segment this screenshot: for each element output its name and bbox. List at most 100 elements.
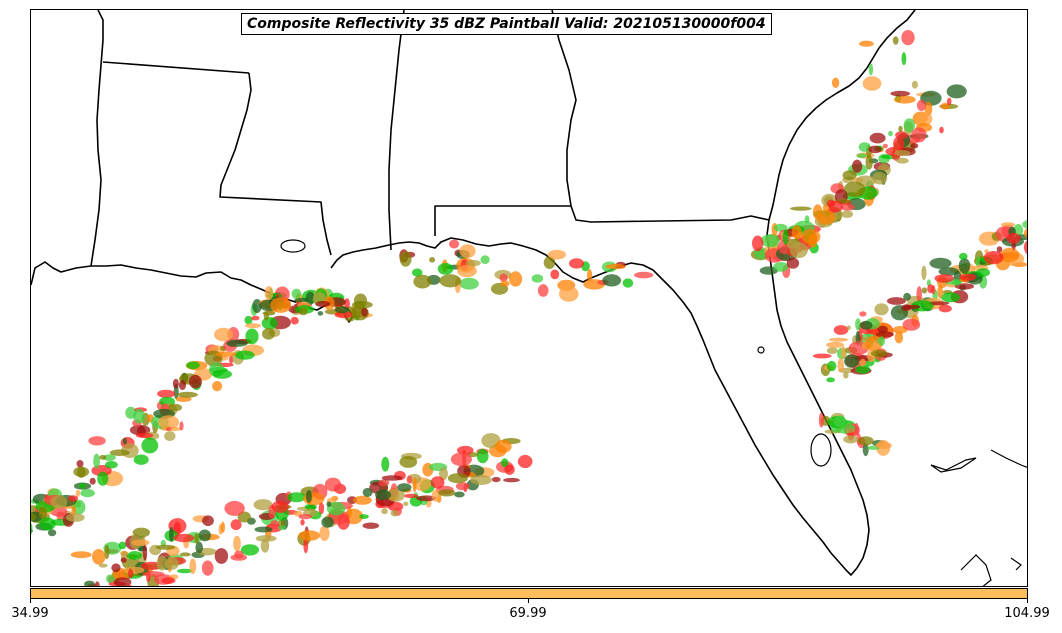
- paintball-blob: [996, 246, 1003, 253]
- paintball-blob: [321, 516, 334, 528]
- paintball-blob: [916, 99, 927, 111]
- paintball-blob: [1023, 228, 1027, 239]
- paintball-blob: [927, 284, 934, 294]
- paintball-blob: [875, 331, 894, 338]
- paintball-blob: [173, 533, 194, 543]
- paintball-blob: [215, 351, 237, 357]
- paintball-blob: [903, 118, 915, 133]
- paintball-blob: [939, 126, 944, 134]
- paintball-blob: [305, 490, 312, 503]
- paintball-blob: [865, 155, 873, 170]
- paintball-blob: [155, 544, 176, 550]
- paintball-blob: [214, 327, 234, 342]
- paintball-blob: [826, 377, 835, 383]
- paintball-blob: [287, 492, 306, 503]
- paintball-blob: [902, 318, 921, 331]
- paintball-blob: [167, 403, 183, 412]
- paintball-blob: [898, 125, 903, 133]
- paintball-blob: [403, 493, 418, 498]
- paintball-blob: [457, 264, 477, 278]
- paintball-blob: [531, 274, 544, 283]
- paintball-blob: [120, 557, 127, 563]
- paintball-blob: [251, 315, 260, 321]
- paintball-blob: [65, 513, 85, 522]
- paintball-blob: [890, 90, 910, 97]
- paintball-blob: [77, 501, 81, 508]
- paintball-blob: [353, 495, 372, 505]
- paintball-blob: [230, 519, 242, 531]
- paintball-blob: [938, 304, 952, 313]
- paintball-blob: [84, 580, 95, 586]
- paintball-blob: [892, 36, 899, 45]
- paintball-blob: [903, 304, 921, 310]
- paintball-blob: [844, 354, 859, 368]
- paintball-blob: [430, 476, 445, 489]
- paintball-blob: [465, 259, 481, 267]
- paintball-blob: [188, 374, 202, 389]
- paintball-blob: [911, 127, 927, 143]
- paintball-blob: [260, 538, 270, 553]
- paintball-blob: [547, 249, 567, 260]
- paintball-blob: [872, 171, 888, 185]
- paintball-blob: [235, 350, 255, 360]
- paintball-blob: [264, 286, 274, 300]
- paintball-blob: [244, 315, 253, 325]
- paintball-blob: [240, 544, 259, 556]
- paintball-blob: [104, 544, 110, 560]
- paintball-blob: [893, 95, 916, 104]
- paintball-blob: [759, 266, 778, 275]
- paintball-blob: [179, 552, 191, 557]
- state-line-ms-al: [388, 10, 405, 251]
- paintball-blob: [294, 297, 309, 303]
- paintball-blob: [1000, 247, 1020, 263]
- paintball-blob: [362, 487, 373, 497]
- paintball-blob: [517, 454, 533, 469]
- paintball-blob: [212, 381, 223, 392]
- paintball-blob: [959, 273, 977, 281]
- paintball-blob: [99, 455, 107, 460]
- paintball-blob: [361, 307, 368, 317]
- paintball-blob: [177, 568, 193, 574]
- paintball-blob: [509, 271, 523, 287]
- paintball-blob: [840, 203, 855, 211]
- paintball-blob: [858, 436, 874, 446]
- paintball-blob: [270, 520, 279, 530]
- paintball-blob: [132, 527, 150, 538]
- paintball-blob: [315, 300, 331, 308]
- paintball-blob: [901, 52, 907, 66]
- paintball-blob: [816, 210, 836, 225]
- colorbar: [30, 588, 1028, 599]
- paintball-blob: [165, 557, 179, 570]
- paintball-blob: [290, 316, 299, 325]
- paintball-blob: [854, 422, 859, 436]
- paintball-blob: [868, 145, 882, 154]
- paintball-blob: [403, 501, 409, 506]
- paintball-blob: [142, 571, 165, 577]
- paintball-blob: [501, 458, 509, 468]
- paintball-blob: [860, 320, 873, 330]
- colorbar-tick-right: [1027, 599, 1028, 603]
- paintball-blob: [38, 506, 48, 519]
- paintball-blob: [133, 454, 149, 465]
- paintball-blob: [833, 325, 849, 335]
- paintball-blob: [439, 467, 448, 481]
- paintball-blob: [103, 454, 116, 461]
- paintball-blob: [801, 229, 821, 245]
- paintball-blob: [156, 555, 168, 571]
- paintball-blob: [1023, 240, 1027, 255]
- paintball-blob: [178, 380, 187, 391]
- paintball-blob: [106, 574, 114, 583]
- paintball-blob: [1022, 220, 1027, 229]
- islands: [280, 239, 1027, 586]
- paintball-blob: [894, 331, 904, 344]
- paintball-blob: [984, 249, 989, 254]
- paintball-blob: [114, 577, 132, 586]
- paintball-blob: [894, 150, 911, 157]
- paintball-blob: [317, 311, 324, 316]
- paintball-blob: [833, 415, 847, 428]
- paintball-blob: [858, 142, 871, 152]
- paintball-blob: [877, 325, 888, 334]
- paintball-blob: [261, 317, 278, 330]
- paintball-blob: [954, 283, 975, 290]
- paintball-blob: [89, 477, 96, 485]
